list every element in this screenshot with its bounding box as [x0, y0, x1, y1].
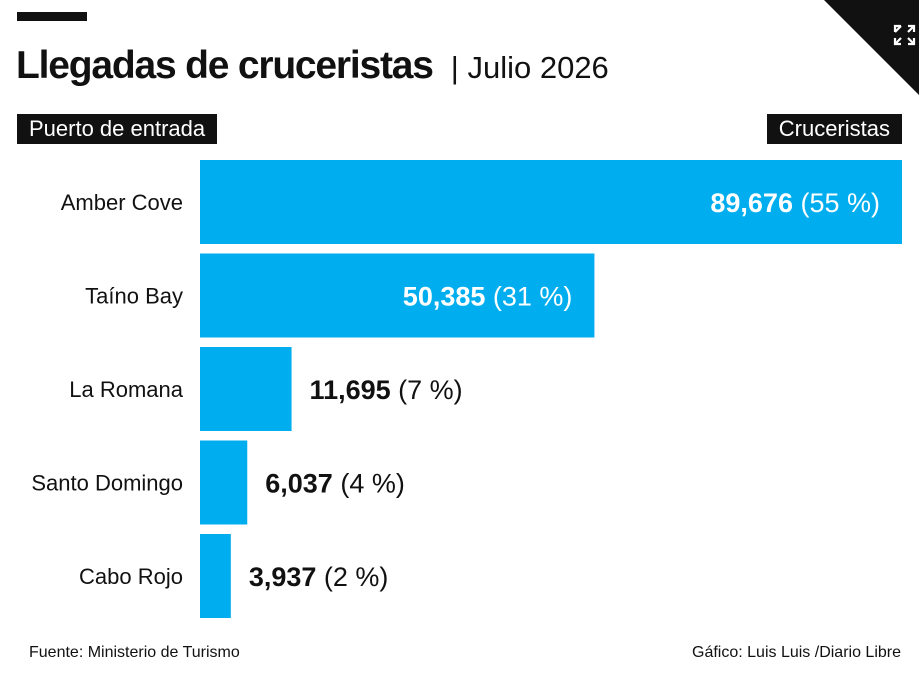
cruisers-column-header: Cruceristas	[766, 114, 902, 144]
bar-1	[200, 253, 595, 338]
category-label-0: Amber Cove	[61, 190, 183, 215]
expand-button[interactable]	[824, 0, 919, 95]
graphic-credit: Gáfico: Luis Luis /Diario Libre	[692, 644, 901, 661]
expand-corner	[824, 0, 919, 95]
value-label-2: 11,695 (7 %)	[310, 375, 463, 405]
value-number-1: 50,385	[403, 282, 486, 312]
bar-0	[200, 160, 902, 244]
chart-title: Llegadas de cruceristas	[16, 44, 434, 87]
value-percent-4: (2 %)	[316, 562, 388, 592]
value-label-1: 50,385 (31 %)	[403, 282, 573, 312]
value-number-2: 11,695	[310, 375, 391, 405]
expand-icon	[893, 24, 916, 46]
value-number-4: 3,937	[249, 562, 317, 592]
bar-4	[200, 534, 231, 618]
chart-subtitle: | Julio 2026	[450, 50, 609, 85]
category-label-4: Cabo Rojo	[79, 564, 183, 589]
title-block: Llegadas de cruceristas | Julio 2026	[16, 44, 609, 88]
source-note: Fuente: Ministerio de Turismo	[29, 644, 240, 661]
top-rule	[17, 12, 87, 21]
bar-2	[200, 347, 292, 431]
value-label-0: 89,676 (55 %)	[710, 188, 880, 218]
value-percent-1: (31 %)	[485, 282, 572, 312]
category-label-3: Santo Domingo	[31, 471, 183, 496]
category-label-2: La Romana	[69, 377, 184, 402]
bar-3	[200, 440, 248, 525]
value-percent-3: (4 %)	[333, 469, 405, 499]
port-column-header: Puerto de entrada	[17, 114, 218, 144]
value-percent-0: (55 %)	[793, 188, 880, 218]
category-label-1: Taíno Bay	[85, 284, 183, 309]
value-number-3: 6,037	[265, 469, 333, 499]
value-number-0: 89,676	[710, 188, 793, 218]
value-label-4: 3,937 (2 %)	[249, 562, 389, 592]
value-label-3: 6,037 (4 %)	[265, 469, 405, 499]
value-percent-2: (7 %)	[391, 375, 463, 405]
